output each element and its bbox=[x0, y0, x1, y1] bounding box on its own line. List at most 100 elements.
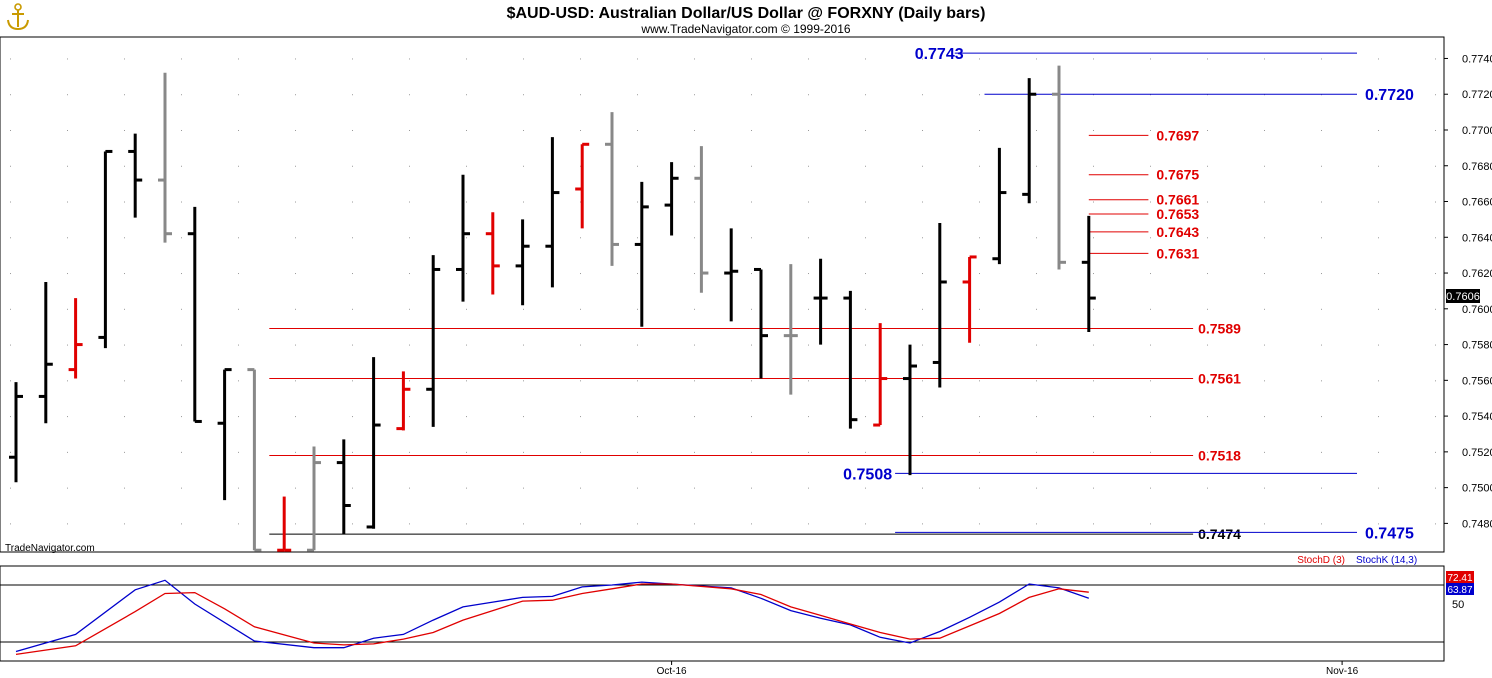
grid-dot bbox=[181, 201, 182, 203]
ohlc-bar bbox=[366, 357, 381, 529]
grid-dot bbox=[1207, 201, 1208, 203]
grid-dot bbox=[1150, 237, 1151, 239]
ohlc-bar bbox=[575, 142, 590, 229]
ohlc-bar bbox=[664, 162, 679, 236]
grid-dot bbox=[1150, 380, 1151, 382]
grid-dot bbox=[1264, 201, 1265, 203]
ohlc-bar bbox=[456, 174, 470, 302]
grid-dot bbox=[10, 380, 11, 382]
grid-dot bbox=[10, 416, 11, 418]
grid-dot bbox=[295, 237, 296, 239]
stoch-k-last-tag: 63.87 bbox=[1446, 583, 1474, 596]
grid-dot bbox=[67, 344, 68, 346]
grid-dot bbox=[979, 487, 980, 489]
grid-dot bbox=[865, 380, 866, 382]
grid-dot bbox=[352, 344, 353, 346]
grid-dot bbox=[523, 201, 524, 203]
grid-dot bbox=[751, 165, 752, 167]
grid-dot bbox=[409, 380, 410, 382]
grid-dot bbox=[409, 201, 410, 203]
stochastic-reference-lines bbox=[0, 584, 1444, 643]
ohlc-bar bbox=[9, 382, 23, 483]
grid-dot bbox=[523, 308, 524, 310]
grid-dot bbox=[694, 308, 695, 310]
grid-dot bbox=[979, 58, 980, 60]
grid-dot bbox=[181, 94, 182, 96]
grid-dot bbox=[580, 58, 581, 60]
grid-dot bbox=[865, 94, 866, 96]
grid-dot bbox=[751, 308, 752, 310]
last-price-label: 0.7606 bbox=[1446, 291, 1480, 303]
grid-dot bbox=[67, 237, 68, 239]
grid-dot bbox=[1093, 344, 1094, 346]
grid-dot bbox=[865, 308, 866, 310]
grid-dot bbox=[694, 165, 695, 167]
grid-dot bbox=[1036, 308, 1037, 310]
grid-dot bbox=[1435, 380, 1436, 382]
grid-dot bbox=[10, 58, 11, 60]
grid-dot bbox=[637, 380, 638, 382]
grid-dot bbox=[580, 451, 581, 453]
grid-dot bbox=[181, 487, 182, 489]
grid-dot bbox=[1207, 380, 1208, 382]
grid-dot bbox=[1150, 308, 1151, 310]
grid-dot bbox=[1150, 487, 1151, 489]
grid-dot bbox=[1093, 165, 1094, 167]
grid-dot bbox=[124, 451, 125, 453]
grid-dot bbox=[1435, 273, 1436, 275]
grid-dot bbox=[352, 58, 353, 60]
grid-dot bbox=[1207, 237, 1208, 239]
grid-dot bbox=[979, 273, 980, 275]
grid-dot bbox=[1435, 523, 1436, 525]
grid-dot bbox=[1264, 344, 1265, 346]
grid-dot bbox=[808, 344, 809, 346]
ohlc-bar bbox=[158, 72, 172, 243]
grid-dot bbox=[694, 129, 695, 131]
stochastic-panel bbox=[0, 565, 1445, 662]
grid-dot bbox=[637, 273, 638, 275]
grid-dot bbox=[1150, 344, 1151, 346]
grid-dot bbox=[295, 308, 296, 310]
grid-dot bbox=[523, 416, 524, 418]
grid-dot bbox=[751, 487, 752, 489]
grid-dot bbox=[1093, 201, 1094, 203]
grid-dot bbox=[124, 94, 125, 96]
grid-dot bbox=[1321, 416, 1322, 418]
grid-dot bbox=[1321, 451, 1322, 453]
grid-dot bbox=[922, 523, 923, 525]
grid-dot bbox=[466, 94, 467, 96]
grid-dot bbox=[865, 237, 866, 239]
legend-stoch-d: StochD (3) bbox=[1297, 555, 1345, 566]
grid-dot bbox=[694, 487, 695, 489]
grid-dot bbox=[751, 58, 752, 60]
grid-dot bbox=[181, 58, 182, 60]
stoch-d-last-value: 72.41 bbox=[1447, 573, 1472, 584]
price-axis-tick-label: 0.7720 bbox=[1462, 89, 1492, 101]
ohlc-bar bbox=[68, 298, 83, 379]
grid-dot bbox=[124, 273, 125, 275]
grid-dot bbox=[1150, 416, 1151, 418]
grid-dot bbox=[865, 165, 866, 167]
grid-dot bbox=[295, 344, 296, 346]
grid-dot bbox=[181, 380, 182, 382]
level-label: 0.7743 bbox=[915, 46, 964, 63]
grid-dot bbox=[409, 523, 410, 525]
grid-dot bbox=[1264, 523, 1265, 525]
grid-dot bbox=[523, 487, 524, 489]
level-label: 0.7697 bbox=[1156, 127, 1199, 143]
grid-dot bbox=[1264, 487, 1265, 489]
grid-dot bbox=[637, 201, 638, 203]
grid-dot bbox=[580, 201, 581, 203]
grid-dot bbox=[1207, 344, 1208, 346]
grid-dot bbox=[1093, 129, 1094, 131]
grid-dot bbox=[409, 237, 410, 239]
anchor-icon bbox=[7, 3, 29, 31]
grid-dot bbox=[808, 58, 809, 60]
level-label: 0.7561 bbox=[1198, 371, 1241, 387]
